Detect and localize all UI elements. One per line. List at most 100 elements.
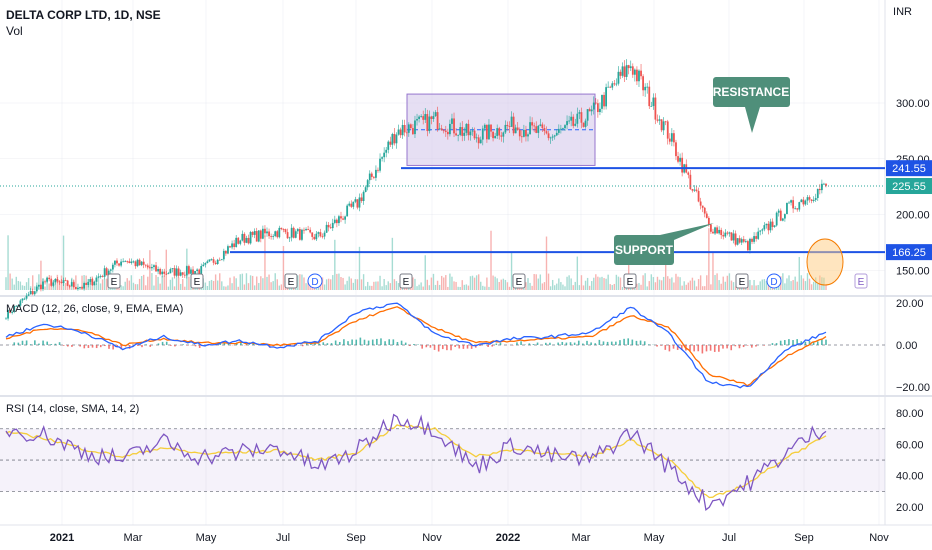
candle-body[interactable] bbox=[11, 311, 14, 313]
candle-body[interactable] bbox=[50, 279, 53, 286]
candle-body[interactable] bbox=[522, 129, 525, 137]
candle-body[interactable] bbox=[383, 152, 386, 158]
volume-label[interactable]: Vol bbox=[6, 24, 23, 38]
candle-body[interactable] bbox=[724, 232, 727, 237]
candle-body[interactable] bbox=[621, 66, 624, 76]
highlight-ellipse[interactable] bbox=[806, 238, 844, 286]
candle-body[interactable] bbox=[179, 272, 182, 276]
candle-body[interactable] bbox=[559, 128, 562, 130]
candle-body[interactable] bbox=[208, 259, 211, 262]
candle-body[interactable] bbox=[804, 200, 807, 205]
candle-body[interactable] bbox=[335, 219, 338, 224]
candle-body[interactable] bbox=[555, 132, 558, 136]
candle-body[interactable] bbox=[790, 200, 792, 203]
candle-body[interactable] bbox=[802, 199, 805, 205]
price-tag[interactable] bbox=[886, 244, 932, 261]
candle-body[interactable] bbox=[414, 120, 416, 135]
candle-body[interactable] bbox=[301, 229, 303, 240]
candle-body[interactable] bbox=[124, 261, 127, 263]
candle-body[interactable] bbox=[151, 267, 153, 269]
candle-body[interactable] bbox=[551, 136, 554, 138]
candle-body[interactable] bbox=[514, 127, 517, 134]
candle-body[interactable] bbox=[169, 269, 172, 274]
candle-body[interactable] bbox=[677, 156, 679, 162]
candle-body[interactable] bbox=[697, 190, 700, 202]
candle-body[interactable] bbox=[323, 232, 326, 237]
symbol-title[interactable]: DELTA CORP LTD, 1D, NSE bbox=[6, 8, 161, 22]
candle-body[interactable] bbox=[806, 197, 809, 201]
candle-body[interactable] bbox=[25, 295, 28, 299]
candle-body[interactable] bbox=[173, 268, 176, 276]
candle-body[interactable] bbox=[703, 207, 706, 214]
candle-body[interactable] bbox=[31, 290, 34, 295]
candle-body[interactable] bbox=[204, 262, 207, 265]
candle-body[interactable] bbox=[128, 261, 131, 263]
candle-body[interactable] bbox=[533, 125, 536, 127]
candle-body[interactable] bbox=[636, 69, 638, 82]
candle-body[interactable] bbox=[286, 232, 289, 239]
candle-body[interactable] bbox=[681, 157, 684, 173]
candle-body[interactable] bbox=[116, 260, 118, 264]
candle-body[interactable] bbox=[311, 232, 314, 237]
candle-body[interactable] bbox=[153, 265, 155, 268]
candle-body[interactable] bbox=[541, 124, 544, 129]
earnings-marker[interactable] bbox=[284, 273, 298, 289]
candle-body[interactable] bbox=[62, 280, 65, 284]
candle-body[interactable] bbox=[101, 276, 104, 277]
candle-body[interactable] bbox=[751, 238, 753, 242]
candle-body[interactable] bbox=[210, 259, 213, 261]
candle-body[interactable] bbox=[792, 200, 795, 209]
candle-body[interactable] bbox=[241, 233, 244, 241]
candle-body[interactable] bbox=[486, 124, 488, 140]
candle-body[interactable] bbox=[214, 262, 217, 264]
candle-body[interactable] bbox=[562, 128, 564, 129]
candle-body[interactable] bbox=[438, 128, 441, 130]
candle-body[interactable] bbox=[798, 202, 801, 210]
candle-body[interactable] bbox=[5, 318, 7, 320]
candle-body[interactable] bbox=[60, 282, 63, 284]
candle-body[interactable] bbox=[808, 197, 811, 200]
candle-body[interactable] bbox=[492, 131, 494, 139]
candle-body[interactable] bbox=[574, 123, 577, 126]
candle-body[interactable] bbox=[673, 133, 675, 143]
candle-body[interactable] bbox=[549, 137, 552, 139]
candle-body[interactable] bbox=[757, 231, 760, 239]
candlestick-series[interactable] bbox=[5, 59, 827, 321]
candle-body[interactable] bbox=[442, 130, 445, 132]
candle-body[interactable] bbox=[218, 259, 221, 261]
candle-body[interactable] bbox=[352, 201, 355, 207]
candle-body[interactable] bbox=[675, 142, 677, 157]
candle-body[interactable] bbox=[502, 132, 505, 137]
candle-body[interactable] bbox=[465, 123, 468, 133]
candle-body[interactable] bbox=[360, 197, 363, 202]
candle-body[interactable] bbox=[35, 286, 38, 292]
candle-body[interactable] bbox=[366, 180, 369, 188]
candle-body[interactable] bbox=[568, 120, 571, 122]
candle-body[interactable] bbox=[436, 112, 439, 130]
earnings-marker[interactable] bbox=[735, 273, 749, 289]
candle-body[interactable] bbox=[424, 113, 427, 120]
candle-body[interactable] bbox=[461, 127, 464, 136]
candle-body[interactable] bbox=[338, 216, 340, 224]
candle-body[interactable] bbox=[416, 118, 418, 121]
candle-body[interactable] bbox=[89, 279, 92, 282]
candle-body[interactable] bbox=[288, 237, 291, 239]
candle-body[interactable] bbox=[255, 231, 258, 242]
candle-body[interactable] bbox=[644, 86, 647, 91]
candle-body[interactable] bbox=[387, 141, 390, 150]
candle-body[interactable] bbox=[346, 205, 349, 217]
candle-body[interactable] bbox=[422, 116, 425, 120]
candle-body[interactable] bbox=[820, 183, 823, 191]
candle-body[interactable] bbox=[488, 124, 490, 140]
candle-body[interactable] bbox=[596, 103, 599, 113]
candle-body[interactable] bbox=[157, 268, 159, 272]
candle-body[interactable] bbox=[730, 232, 733, 241]
candle-body[interactable] bbox=[243, 233, 246, 243]
candle-body[interactable] bbox=[783, 214, 786, 219]
candle-body[interactable] bbox=[728, 232, 731, 234]
candle-body[interactable] bbox=[440, 128, 443, 131]
candle-body[interactable] bbox=[185, 266, 188, 276]
candle-body[interactable] bbox=[54, 278, 57, 283]
candle-body[interactable] bbox=[292, 227, 295, 238]
candle-body[interactable] bbox=[66, 280, 69, 286]
